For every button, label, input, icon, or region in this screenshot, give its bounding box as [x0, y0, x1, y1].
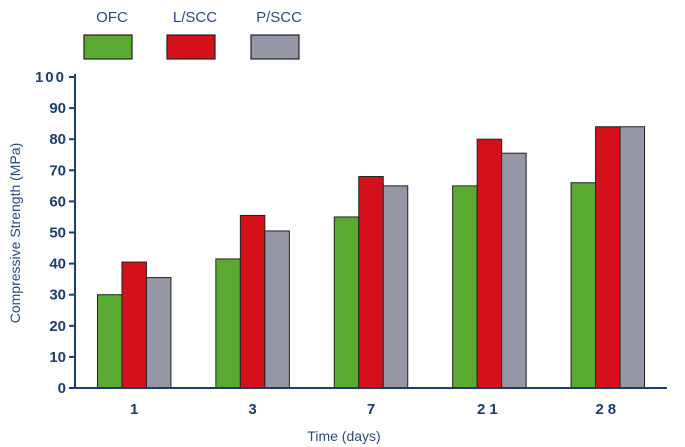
y-tick-label: 20 [49, 318, 66, 335]
legend: OFC L/SCC P/SCC [83, 9, 302, 60]
legend-label: P/SCC [256, 9, 302, 26]
bar-p-scc-day-21 [501, 152, 527, 389]
bar-ofc-day-3 [215, 258, 241, 389]
bar-l-scc-day-3 [239, 214, 266, 389]
x-axis: 1 3 7 21 28 [75, 387, 667, 418]
y-tick-label: 100 [35, 69, 66, 86]
bar-ofc-day-28 [570, 182, 597, 389]
x-tick-label: 7 [367, 401, 375, 418]
legend-label: L/SCC [173, 9, 217, 26]
legend-swatch-ofc [83, 34, 133, 60]
legend-swatch-l-scc [166, 34, 216, 60]
x-tick-label: 28 [595, 401, 620, 418]
legend-swatch-p-scc [250, 34, 300, 60]
bar-p-scc-day-1 [145, 277, 172, 389]
bar-ofc-day-1 [96, 294, 123, 389]
bar-ofc-day-7 [333, 216, 360, 389]
x-tick-label: 21 [477, 401, 502, 418]
bar-l-scc-day-21 [476, 138, 503, 389]
x-tick-label: 1 [130, 401, 138, 418]
bar-p-scc-day-28 [619, 126, 646, 389]
legend-label: OFC [96, 9, 128, 26]
y-axis: 0 10 20 30 40 50 60 70 80 90 100 [35, 69, 76, 397]
bar-l-scc-day-7 [358, 176, 384, 389]
bars [96, 126, 646, 389]
y-tick-label: 60 [49, 193, 66, 210]
y-axis-title: Compressive Strength (MPa) [7, 143, 23, 324]
bar-l-scc-day-28 [595, 126, 621, 389]
y-tick-label: 90 [49, 100, 66, 117]
bar-p-scc-day-7 [382, 185, 409, 389]
bar-p-scc-day-3 [264, 230, 290, 389]
x-axis-title: Time (days) [307, 428, 380, 444]
y-tick-label: 80 [49, 131, 66, 148]
bar-l-scc-day-1 [121, 261, 147, 389]
y-tick-label: 50 [49, 225, 66, 242]
y-tick-label: 30 [49, 287, 66, 304]
y-tick-label: 10 [49, 349, 66, 366]
x-tick-label: 3 [248, 401, 256, 418]
y-tick-label: 0 [58, 380, 66, 397]
y-tick-label: 40 [49, 256, 66, 273]
y-tick-label: 70 [49, 162, 66, 179]
bar-ofc-day-21 [452, 185, 478, 389]
